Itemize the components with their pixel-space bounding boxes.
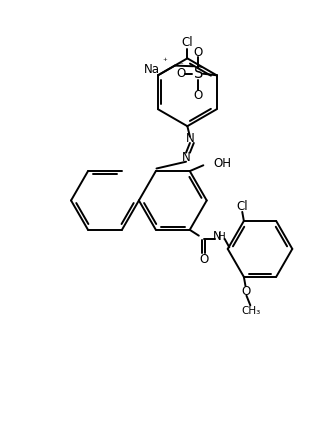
Text: O: O	[199, 253, 208, 266]
Text: O: O	[194, 46, 203, 58]
Text: ⁺: ⁺	[162, 57, 167, 66]
Text: N: N	[182, 150, 191, 164]
Text: Cl: Cl	[182, 37, 193, 49]
Text: N: N	[185, 132, 194, 145]
Text: S: S	[193, 66, 203, 81]
Text: OH: OH	[213, 157, 231, 170]
Text: Cl: Cl	[236, 200, 248, 212]
Text: CH₃: CH₃	[241, 306, 261, 316]
Text: O: O	[242, 285, 251, 298]
Text: ⁻: ⁻	[179, 61, 183, 70]
Text: Na: Na	[143, 63, 160, 76]
Text: O: O	[194, 89, 203, 102]
Text: O: O	[176, 67, 185, 80]
Text: H: H	[218, 232, 225, 242]
Text: N: N	[213, 230, 222, 243]
